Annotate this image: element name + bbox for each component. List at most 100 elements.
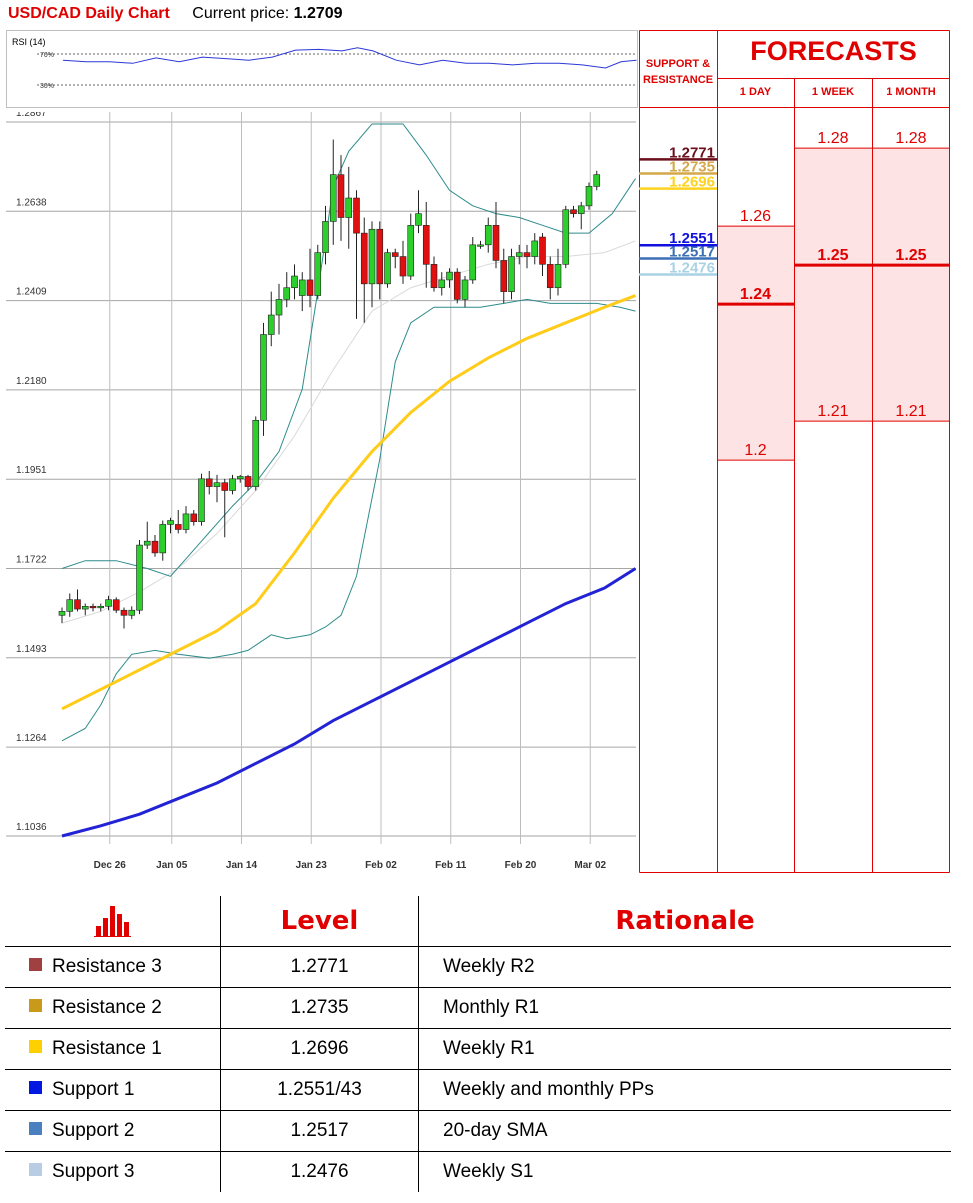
candle-body (376, 228, 384, 285)
table-row: Support 3 1.2476 Weekly S1 (5, 1151, 951, 1192)
rsi-panel: RSI (14) 70% 30% (6, 30, 638, 108)
level-name: Resistance 3 (52, 956, 162, 977)
candle-body (329, 174, 337, 222)
level-rationale: Monthly R1 (418, 987, 951, 1029)
candle-body (453, 271, 461, 300)
candle-body (531, 240, 539, 257)
y-tick-label: 1.1951 (16, 465, 47, 476)
y-tick-label: 1.1264 (16, 733, 47, 744)
candle-body (554, 264, 562, 289)
current-price-value: 1.2709 (293, 5, 343, 22)
col-1month-header: 1 MONTH (886, 86, 936, 98)
candle-body (430, 264, 438, 289)
candle-body (159, 524, 167, 554)
candle-body (136, 544, 143, 611)
candle-body (190, 513, 198, 522)
candle-body (182, 513, 190, 530)
level-color-swatch (29, 1040, 42, 1054)
forecast-1day-range (717, 226, 794, 461)
y-tick-label: 1.2867 (16, 112, 47, 119)
candle-body (298, 279, 306, 296)
candle-body (198, 478, 205, 522)
candle-body (438, 279, 446, 289)
level-value: 1.2771 (220, 946, 419, 988)
candle-body (151, 540, 159, 554)
candle-body (500, 260, 508, 292)
forecast-mid: 1.24 (740, 286, 771, 303)
rsi-70-label: 70% (40, 52, 54, 59)
level-color-swatch (29, 1163, 42, 1177)
forecast-high: 1.28 (817, 130, 848, 147)
table-row: Support 2 1.2517 20-day SMA (5, 1110, 951, 1152)
level-value: 1.2735 (220, 987, 419, 1029)
candle-body (205, 478, 213, 487)
x-tick-label: Jan 23 (296, 860, 328, 871)
candle-body (314, 252, 322, 296)
level-name: Support 2 (52, 1120, 135, 1141)
price-chart: 1.2867 1.2638 1.2409 1.2180 1.1951 1.1722 1.14… (6, 108, 676, 874)
level-name-cell: Support 3 (5, 1151, 221, 1192)
current-price-label: Current price: (192, 5, 290, 22)
candle-body (360, 232, 368, 285)
candle-body (260, 334, 267, 421)
sma20-line (61, 240, 636, 624)
candle-body (229, 478, 236, 491)
candle-body (570, 209, 577, 214)
level-rationale: Weekly and monthly PPs (418, 1069, 951, 1111)
candle-body (143, 540, 151, 546)
candle-body (167, 520, 174, 525)
level-name: Resistance 2 (52, 997, 162, 1018)
col-1week-header: 1 WEEK (811, 86, 855, 98)
candle-body (415, 213, 422, 226)
table-row: Resistance 2 1.2735 Monthly R1 (5, 987, 951, 1029)
candle-body (174, 524, 182, 530)
level-value: 1.2551/43 (220, 1069, 419, 1111)
level-rationale: 20-day SMA (418, 1110, 951, 1152)
sr-level-label: 1.2771 (669, 144, 715, 161)
level-name: Resistance 1 (52, 1038, 162, 1059)
candle-body (58, 611, 66, 616)
candle-body (368, 228, 376, 285)
current-price-line: Current price: 1.2709 (192, 5, 342, 22)
level-value: 1.2517 (220, 1110, 419, 1152)
table-row: Support 1 1.2551/43 Weekly and monthly P… (5, 1069, 951, 1111)
y-tick-label: 1.2638 (16, 197, 47, 208)
col-1day-header: 1 DAY (739, 86, 772, 98)
candle-body (337, 174, 345, 218)
forecast-1week-range (794, 148, 872, 422)
forecasts-title: FORECASTS (750, 36, 917, 66)
levels-table: Level Rationale Resistance 3 1.2771 Week… (5, 896, 951, 1192)
candle-body (446, 271, 453, 281)
candle-body (74, 599, 81, 610)
level-rationale: Weekly S1 (418, 1151, 951, 1192)
sma50-line (61, 294, 637, 711)
table-row: Resistance 1 1.2696 Weekly R1 (5, 1028, 951, 1070)
x-tick-label: Feb 20 (505, 860, 537, 871)
level-name-cell: Resistance 2 (5, 987, 221, 1029)
candle-body (469, 244, 477, 281)
candle-body (353, 197, 360, 234)
y-tick-label: 1.1493 (16, 644, 47, 655)
x-tick-label: Jan 05 (156, 860, 188, 871)
x-tick-label: Feb 11 (435, 860, 467, 871)
sma200-line (61, 567, 637, 838)
candle-body (391, 252, 399, 257)
candle-body (97, 606, 105, 609)
candle-body (515, 252, 523, 257)
level-name-cell: Resistance 3 (5, 946, 221, 988)
candle-body (221, 482, 229, 491)
x-tick-label: Feb 02 (365, 860, 397, 871)
forecast-low: 1.21 (895, 403, 926, 420)
level-color-swatch (29, 958, 42, 972)
y-tick-label: 1.2409 (16, 287, 47, 298)
candle-body (89, 606, 97, 609)
candle-body (422, 225, 430, 265)
candle-body (461, 279, 469, 300)
candle-body (322, 221, 329, 253)
indicator-lines (61, 123, 637, 838)
candle-body (399, 256, 407, 277)
candle-body (585, 186, 593, 207)
level-color-swatch (29, 999, 42, 1013)
